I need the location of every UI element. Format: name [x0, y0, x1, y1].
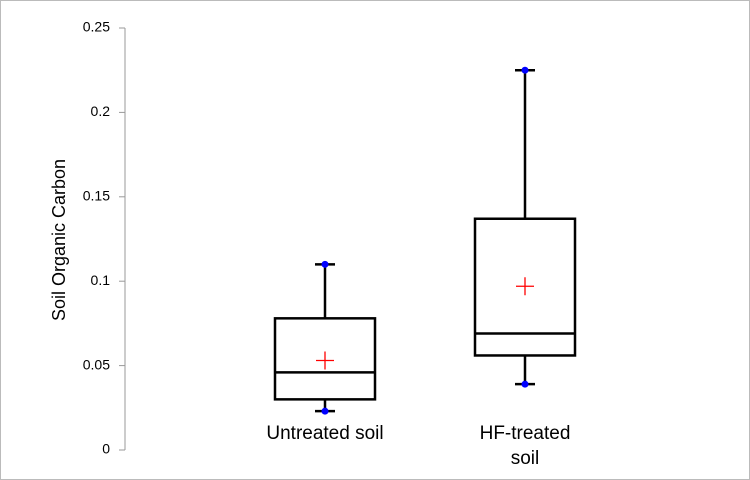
- mean-marker: [516, 277, 534, 296]
- x-tick-label: Untreated soil: [266, 423, 384, 444]
- y-tick-label: 0.05: [83, 356, 110, 372]
- x-tick-label: HF-treated soil: [479, 423, 571, 469]
- y-tick-label: 0.2: [91, 103, 111, 119]
- y-tick-label: 0.15: [83, 188, 110, 204]
- box: [473, 217, 577, 357]
- box: [273, 317, 377, 401]
- min-point: [521, 380, 529, 388]
- y-axis-label: Soil Organic Carbon: [49, 159, 69, 321]
- max-point: [521, 66, 529, 74]
- min-point: [321, 407, 329, 415]
- mean-marker: [316, 351, 334, 370]
- y-tick-label: 0.25: [83, 19, 110, 35]
- y-tick-label: 0: [102, 441, 110, 457]
- y-tick-label: 0.1: [91, 272, 111, 288]
- max-point: [321, 260, 329, 268]
